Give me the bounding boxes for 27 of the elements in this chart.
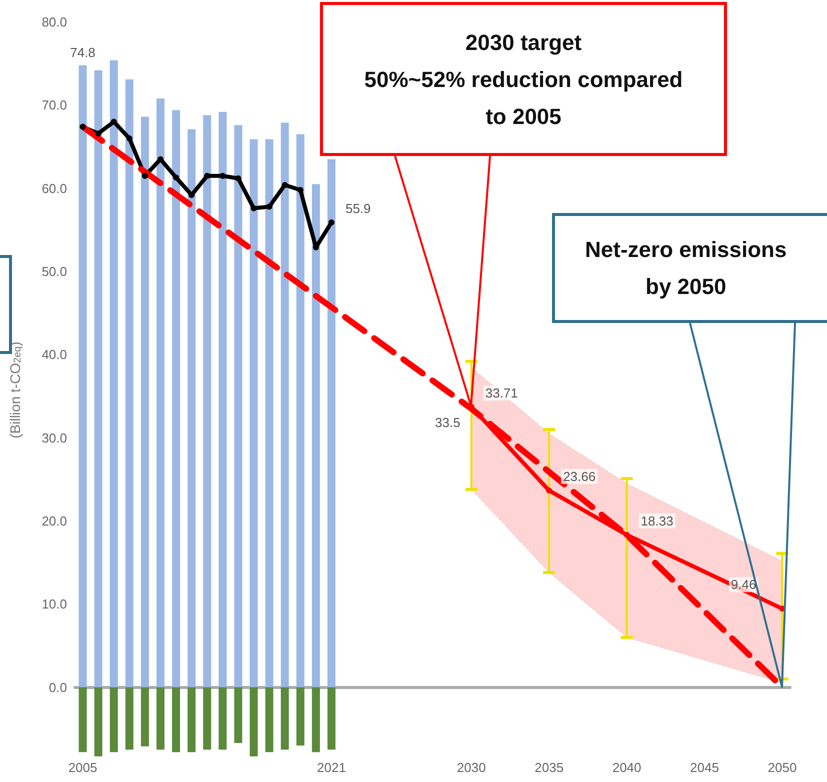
data-label: 23.66	[563, 469, 596, 484]
annotation: 2030 target 50%~52% reduction compared to 2005	[364, 28, 683, 130]
data-label: 74.8	[70, 45, 96, 60]
x-tick-label: 2050	[768, 760, 797, 775]
y-tick-label: 80.0	[42, 14, 67, 30]
note-box: Net-zero emissions by 2050	[552, 213, 827, 323]
x-tick-label: 2040	[612, 760, 642, 775]
y-tick-label: 10.0	[42, 596, 67, 612]
data-label: 33.71	[485, 385, 518, 400]
x-tick-label: 2030	[456, 760, 486, 775]
y-tick-label: 40.0	[42, 347, 67, 362]
y-tick-label: 70.0	[42, 98, 67, 113]
note-box: 2030 target 50%~52% reduction compared to 2005	[320, 2, 727, 156]
data-label: 18.33	[640, 513, 674, 528]
x-tick-label: 2045	[690, 760, 719, 775]
annotation: Net-zero emissions by 2050	[585, 236, 787, 301]
y-tick-label: 0.0	[48, 680, 67, 695]
y-tick-label: 20.0	[42, 513, 67, 528]
data-label: 33.5	[435, 415, 460, 430]
y-tick-label: 50.0	[42, 264, 67, 279]
data-label: 55.9	[345, 200, 371, 216]
x-tick-label: 2035	[534, 760, 564, 775]
y-tick-label: 60.0	[42, 180, 67, 196]
x-tick-label: 2005	[68, 760, 98, 775]
x-tick-label: 2021	[317, 760, 346, 775]
data-label: 9.46	[730, 577, 756, 592]
y-tick-label: 30.0	[42, 430, 67, 446]
